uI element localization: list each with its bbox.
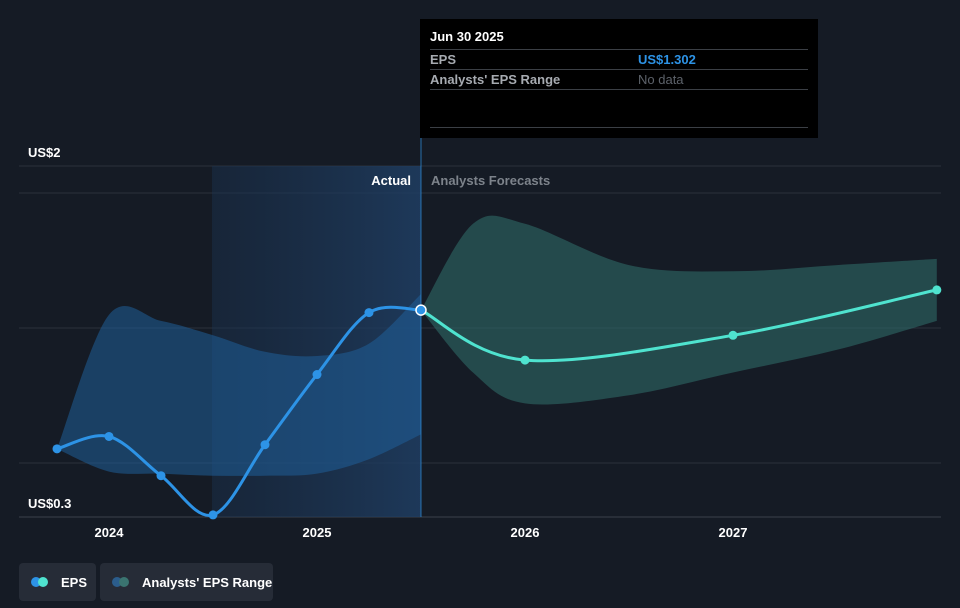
x-tick-label: 2024 xyxy=(95,525,125,540)
tooltip-row-range: Analysts' EPS Range No data xyxy=(430,70,808,90)
eps-lines xyxy=(55,288,939,517)
tooltip-divider xyxy=(430,127,808,128)
eps-actual-point xyxy=(156,471,166,481)
tooltip-eps-label: EPS xyxy=(430,52,457,67)
tooltip-range-label: Analysts' EPS Range xyxy=(430,72,561,87)
eps-forecast-line xyxy=(419,288,939,363)
y-axis-min-label: US$0.3 xyxy=(28,496,71,511)
eps-actual-line xyxy=(55,305,423,517)
legend-eps-label: EPS xyxy=(61,574,88,590)
tooltip-row-eps: EPS US$1.302 xyxy=(430,50,808,70)
x-tick-label: 2025 xyxy=(303,525,332,540)
eps-actual-point xyxy=(104,431,114,441)
eps-actual-point xyxy=(312,370,322,380)
eps-highlight-point xyxy=(415,304,427,316)
legend-eps-button[interactable]: EPS xyxy=(19,563,96,601)
actual-annotation: Actual xyxy=(371,173,411,188)
eps-forecast-point xyxy=(932,285,942,295)
eps-actual-point xyxy=(260,440,270,450)
eps-actual-point xyxy=(364,308,374,318)
actual-eps-range-band xyxy=(57,294,421,476)
x-tick-label: 2026 xyxy=(511,525,540,540)
axis-labels: US$2 US$0.3 2024 2025 2026 2027 Actual Analysts… xyxy=(28,145,747,540)
range-legend-icon xyxy=(112,577,134,587)
y-axis-max-label: US$2 xyxy=(28,145,61,160)
x-tick-label: 2027 xyxy=(719,525,748,540)
eps-forecast-point xyxy=(728,330,738,340)
eps-forecast-point xyxy=(520,355,530,365)
legend-range-label: Analysts' EPS Range xyxy=(142,574,273,590)
tooltip-eps-value: US$1.302 xyxy=(638,52,696,67)
analysts-eps-range-bands xyxy=(57,215,937,476)
tooltip-range-value: No data xyxy=(638,72,684,87)
tooltip-date: Jun 30 2025 xyxy=(430,29,808,50)
forecast-eps-range-band xyxy=(421,215,937,405)
eps-legend-icon xyxy=(31,577,53,587)
eps-points xyxy=(52,285,942,520)
eps-actual-point xyxy=(52,444,62,454)
legend-range-button[interactable]: Analysts' EPS Range xyxy=(100,563,273,601)
eps-actual-point xyxy=(208,510,218,520)
eps-tooltip: Jun 30 2025 EPS US$1.302 Analysts' EPS R… xyxy=(420,19,818,138)
forecast-annotation: Analysts Forecasts xyxy=(431,173,550,188)
